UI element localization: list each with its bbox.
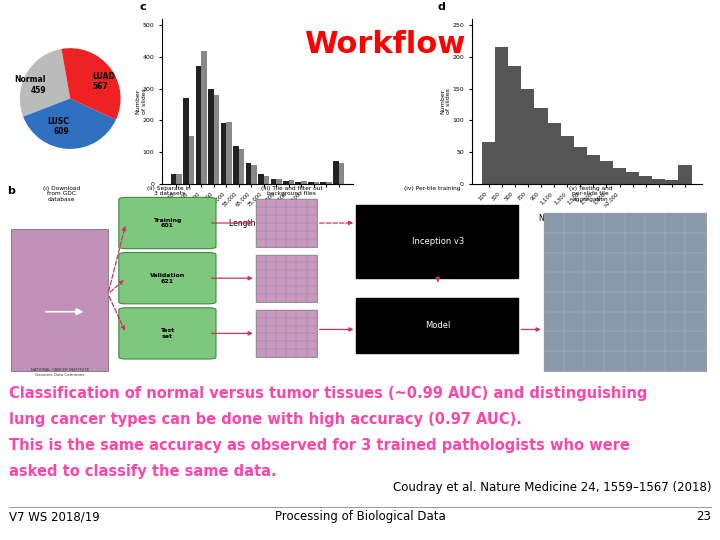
Text: (i) Download
from GDC
database: (i) Download from GDC database [42, 186, 80, 202]
Text: LUAD
567: LUAD 567 [92, 72, 115, 91]
Text: Normal
459: Normal 459 [14, 75, 46, 94]
X-axis label: Length (pixels): Length (pixels) [229, 219, 286, 228]
Bar [233, 146, 239, 184]
Bar [574, 147, 587, 184]
Bar [226, 122, 232, 184]
Text: Coudray et al. Nature Medicine 24, 1559–1567 (2018): Coudray et al. Nature Medicine 24, 1559–… [393, 481, 711, 494]
Text: lung cancer types can be done with high accuracy (0.97 AUC).: lung cancer types can be done with high … [9, 412, 521, 427]
Bar [587, 155, 600, 184]
Bar [208, 89, 214, 184]
Bar [561, 136, 574, 184]
Bar [214, 95, 220, 184]
Bar [189, 136, 194, 184]
Bar [196, 66, 202, 184]
Y-axis label: Number
of slides: Number of slides [440, 89, 451, 114]
Text: (iv) Per-tile training: (iv) Per-tile training [404, 186, 460, 191]
X-axis label: Number of tiles per slide: Number of tiles per slide [539, 214, 634, 223]
Bar [356, 298, 518, 353]
Text: LUSC
609: LUSC 609 [48, 117, 69, 136]
Bar [220, 124, 226, 184]
Text: 23: 23 [696, 510, 711, 523]
Bar [171, 174, 176, 184]
Bar [495, 48, 508, 184]
Wedge shape [23, 98, 116, 149]
Bar [652, 179, 665, 184]
Bar [678, 165, 691, 184]
FancyBboxPatch shape [544, 213, 706, 371]
Text: Test
set: Test set [161, 328, 174, 339]
Bar [264, 176, 269, 184]
Text: NATIONAL CANCER INSTITUTE
Genomic Data Commons: NATIONAL CANCER INSTITUTE Genomic Data C… [31, 368, 89, 377]
Text: (ii) Separate in
3 datasets: (ii) Separate in 3 datasets [148, 186, 191, 197]
Bar [521, 89, 534, 184]
FancyBboxPatch shape [256, 199, 317, 247]
Bar [356, 205, 518, 278]
Text: V7 WS 2018/19: V7 WS 2018/19 [9, 510, 99, 523]
Bar [301, 181, 307, 184]
Text: b: b [7, 186, 15, 195]
Text: Training
601: Training 601 [153, 218, 181, 228]
FancyBboxPatch shape [119, 198, 216, 248]
FancyBboxPatch shape [11, 229, 108, 371]
Bar [534, 107, 547, 184]
Bar [338, 163, 344, 184]
Text: Inception v3: Inception v3 [412, 237, 464, 246]
Bar [547, 124, 561, 184]
Text: c: c [139, 2, 145, 12]
FancyBboxPatch shape [119, 253, 216, 304]
Wedge shape [20, 49, 70, 117]
Bar [239, 148, 244, 184]
FancyBboxPatch shape [256, 310, 317, 357]
Bar [251, 165, 257, 184]
Bar [295, 182, 301, 184]
FancyBboxPatch shape [119, 308, 216, 359]
Bar [333, 161, 338, 184]
Bar [600, 161, 613, 184]
Text: asked to classify the same data.: asked to classify the same data. [9, 464, 276, 479]
Text: d: d [437, 2, 445, 12]
Bar [176, 174, 182, 184]
FancyBboxPatch shape [256, 254, 317, 302]
Bar [326, 182, 332, 184]
Bar [482, 143, 495, 184]
Bar [202, 51, 207, 184]
Text: This is the same accuracy as observed for 3 trained pathologists who were: This is the same accuracy as observed fo… [9, 438, 629, 453]
Text: Model: Model [425, 321, 451, 330]
Bar [271, 179, 276, 184]
Bar [613, 168, 626, 184]
Text: Validation
621: Validation 621 [150, 273, 185, 284]
Text: (iii) Tile and filter out
background files: (iii) Tile and filter out background fil… [261, 186, 323, 197]
Bar [320, 182, 326, 184]
Wedge shape [61, 48, 120, 120]
Bar [639, 176, 652, 184]
Text: Classification of normal versus tumor tissues (~0.99 AUC) and distinguishing: Classification of normal versus tumor ti… [9, 386, 647, 401]
Bar [276, 179, 282, 184]
Bar [183, 98, 189, 184]
Text: Processing of Biological Data: Processing of Biological Data [274, 510, 446, 523]
Bar [626, 172, 639, 184]
Bar [246, 163, 251, 184]
Text: (v) Testing and
per-slide tile
aggregation: (v) Testing and per-slide tile aggregati… [569, 186, 612, 202]
Bar [313, 181, 319, 184]
Y-axis label: Number
of slides: Number of slides [136, 89, 147, 114]
Bar [289, 180, 294, 184]
Bar [508, 66, 521, 184]
Bar [258, 174, 264, 184]
Bar [308, 182, 313, 184]
Bar [665, 180, 678, 184]
Bar [283, 181, 289, 184]
Text: Workflow: Workflow [305, 30, 466, 59]
